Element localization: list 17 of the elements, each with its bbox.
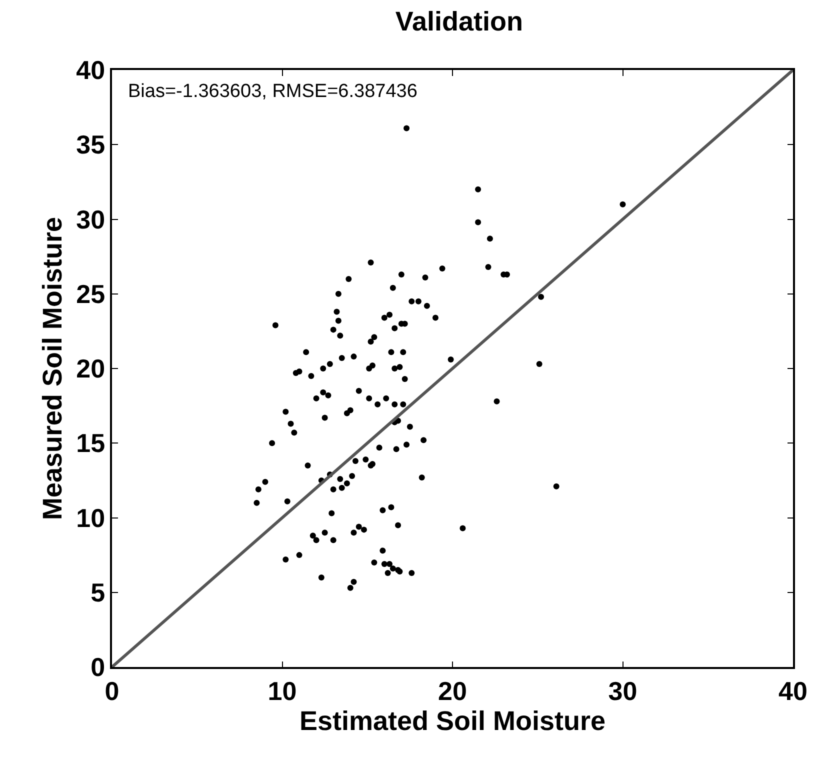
y-tick-label: 20: [76, 354, 106, 384]
y-tick-label: 0: [90, 652, 106, 682]
x-tick-label: 30: [608, 676, 638, 706]
y-tick-label: 10: [76, 502, 106, 533]
x-axis-title: Estimated Soil Moisture: [299, 706, 606, 736]
y-tick-label: 40: [76, 55, 106, 86]
chart-title: Validation: [395, 6, 523, 36]
y-axis-title: Measured Soil Moisture: [38, 216, 68, 520]
x-tick-label: 20: [438, 676, 467, 706]
y-tick-label: 30: [76, 204, 106, 234]
x-tick-label: 10: [268, 676, 297, 706]
x-tick-label: 40: [778, 676, 808, 706]
y-tick-label: 15: [76, 428, 106, 458]
y-tick-label: 5: [90, 577, 106, 608]
annotation: Bias=-1.363603, RMSE=6.387436: [128, 81, 418, 102]
y-tick-label: 35: [76, 130, 106, 160]
y-tick-label: 25: [76, 278, 106, 309]
